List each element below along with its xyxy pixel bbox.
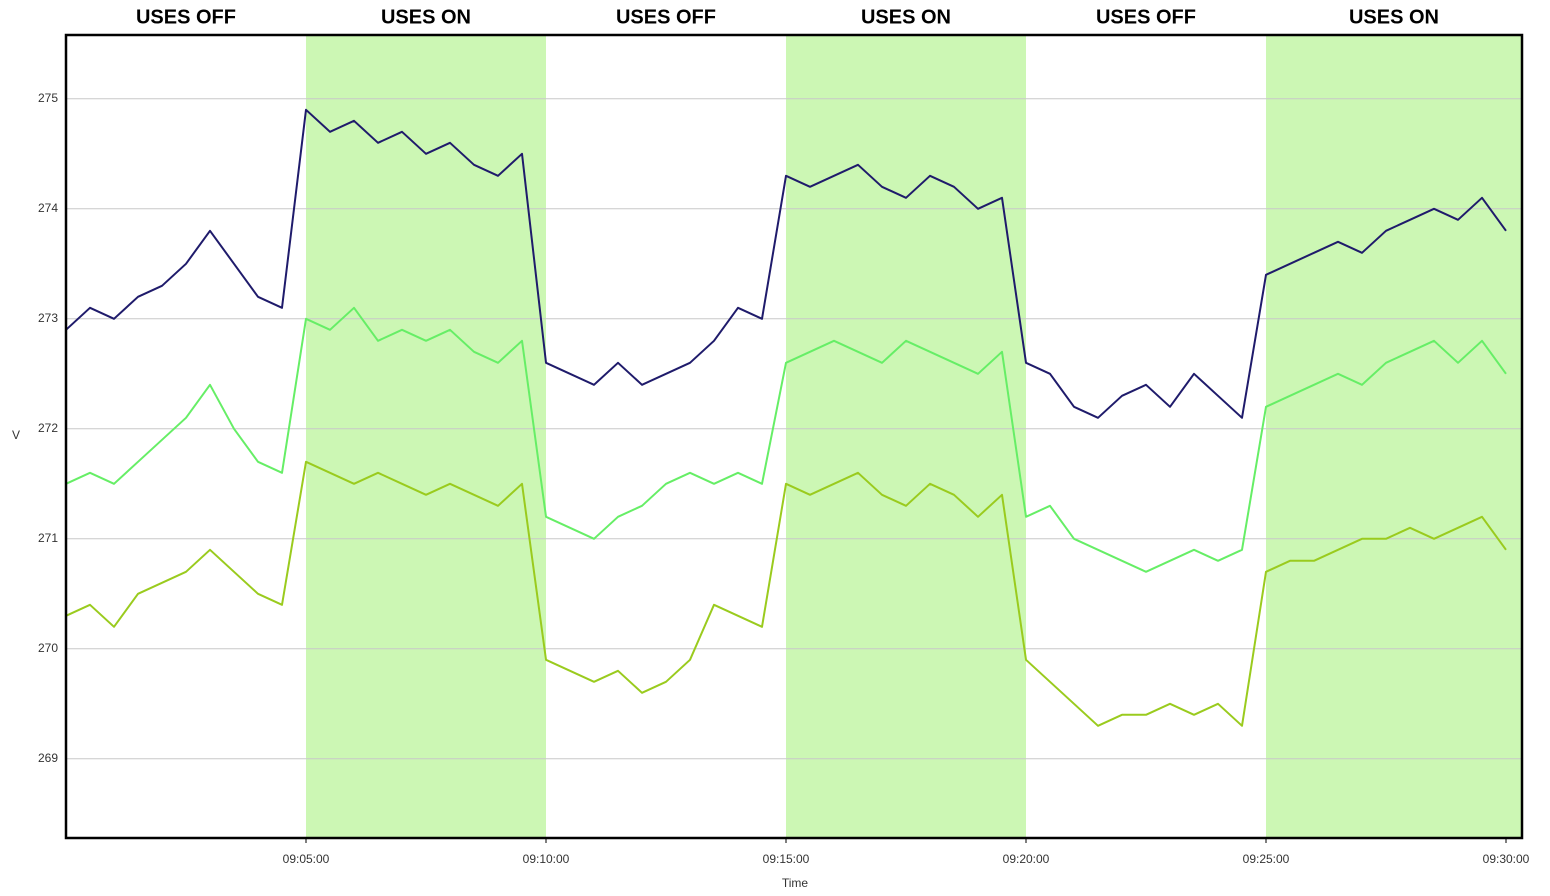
x-tick-label: 09:25:00 — [1243, 852, 1290, 866]
y-tick-label: 271 — [38, 531, 58, 545]
x-tick-label: 09:30:00 — [1483, 852, 1530, 866]
series-line — [65, 460, 1507, 727]
plot-frame — [64, 33, 1524, 840]
period-label: USES ON — [861, 6, 951, 28]
period-band — [786, 35, 1026, 838]
y-axis-label: V — [12, 428, 20, 442]
y-tick-label: 273 — [38, 311, 58, 325]
x-tick-label: 09:20:00 — [1003, 852, 1050, 866]
period-label: USES OFF — [616, 6, 716, 28]
series-line — [65, 306, 1507, 573]
y-tick-label: 269 — [38, 751, 58, 765]
period-label: USES ON — [1349, 6, 1439, 28]
series-line — [65, 108, 1507, 419]
x-tick-label: 09:05:00 — [283, 852, 330, 866]
period-band — [1266, 35, 1522, 838]
y-tick-label: 272 — [38, 421, 58, 435]
period-label: USES OFF — [136, 6, 236, 28]
period-label: USES ON — [381, 6, 471, 28]
x-tick-label: 09:10:00 — [523, 852, 570, 866]
x-tick-label: 09:15:00 — [763, 852, 810, 866]
period-label: USES OFF — [1096, 6, 1196, 28]
x-axis-label: Time — [782, 876, 809, 890]
period-band — [306, 35, 546, 838]
y-tick-label: 275 — [38, 91, 58, 105]
y-tick-label: 270 — [38, 641, 58, 655]
y-tick-label: 274 — [38, 201, 58, 215]
